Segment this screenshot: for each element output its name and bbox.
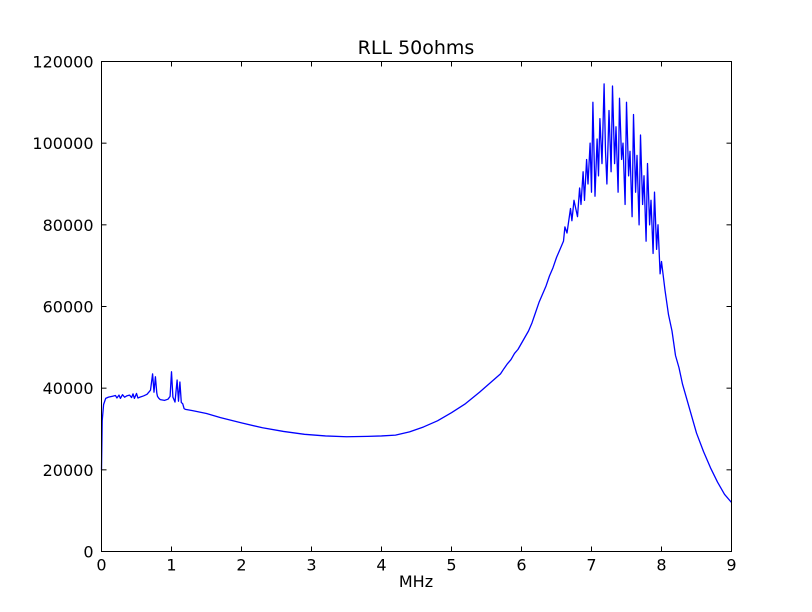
ticks: 0 1 2 3 4 5 6 7 8 9 0 20000 40000 60000 80000 100000 120… [32,53,736,575]
x-axis-label: MHz [399,572,433,591]
x-tick-label: 2 [236,556,246,575]
x-tick-label: 5 [446,556,456,575]
series-line-0 [100,83,732,503]
chart-title: RLL 50ohms [358,37,475,59]
y-tick-label: 0 [83,543,93,562]
x-tick-label: 3 [306,556,316,575]
x-tick-label: 4 [376,556,386,575]
x-tick-label: 6 [516,556,526,575]
y-tick-label: 120000 [32,53,93,72]
x-tick-label: 8 [656,556,666,575]
x-tick-label: 1 [166,556,176,575]
y-tick-label: 20000 [43,461,94,480]
x-tick-label: 0 [96,556,106,575]
plot-frame [101,61,732,552]
x-tick-label: 9 [726,556,736,575]
y-tick-label: 40000 [43,379,94,398]
x-tick-label: 7 [586,556,596,575]
y-tick-label: 60000 [43,298,94,317]
y-tick-label: 80000 [43,216,94,235]
plot-area [100,83,732,503]
y-tick-label: 100000 [32,134,93,153]
